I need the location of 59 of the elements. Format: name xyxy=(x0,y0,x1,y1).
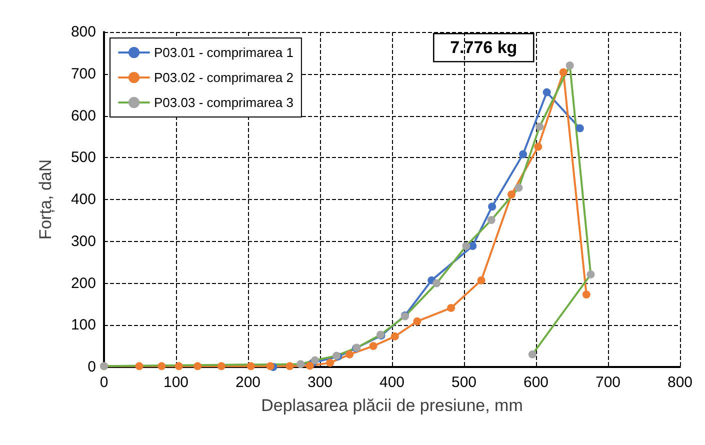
point xyxy=(174,362,183,370)
y-tick-label: 100 xyxy=(70,316,96,334)
y-tick-label: 200 xyxy=(70,274,96,292)
point xyxy=(413,317,422,326)
y-tick-label: 400 xyxy=(70,191,96,208)
y-tick-label: 700 xyxy=(70,65,96,82)
point xyxy=(487,216,496,224)
legend-label: P03.01 - comprimarea 1 xyxy=(154,45,294,60)
point xyxy=(326,358,334,367)
point xyxy=(135,362,144,370)
y-tick-label: 0 xyxy=(88,358,96,376)
x-tick-label: 200 xyxy=(235,374,261,391)
y-tick-label: 300 xyxy=(70,232,96,250)
point xyxy=(534,142,542,151)
point xyxy=(566,62,574,70)
annotation: 7.776 kg xyxy=(450,38,518,58)
point xyxy=(296,360,305,368)
point xyxy=(468,242,477,250)
point xyxy=(306,362,314,370)
point xyxy=(266,362,274,370)
point xyxy=(217,362,226,370)
point xyxy=(576,124,584,132)
point xyxy=(390,332,399,340)
y-tick-label: 800 xyxy=(70,24,96,40)
y-tick-label: 500 xyxy=(70,149,96,166)
x-tick-label: 100 xyxy=(163,374,189,391)
y-axis-title: Forța, daN xyxy=(36,159,55,240)
point xyxy=(369,342,378,350)
point xyxy=(432,279,441,288)
point xyxy=(246,362,255,370)
point xyxy=(286,362,294,370)
legend-label: P03.02 - comprimarea 2 xyxy=(154,70,294,85)
point xyxy=(559,68,568,76)
point xyxy=(447,304,456,312)
x-tick-label: 400 xyxy=(379,374,405,391)
point xyxy=(519,150,528,158)
point xyxy=(542,88,551,96)
point xyxy=(194,362,202,370)
point xyxy=(582,290,590,299)
point xyxy=(477,276,486,284)
point xyxy=(514,184,523,192)
point xyxy=(586,270,595,278)
x-tick-label: 600 xyxy=(523,374,549,391)
y-tick-label: 600 xyxy=(70,107,96,124)
point xyxy=(462,242,470,250)
point xyxy=(488,202,496,211)
point xyxy=(346,350,354,358)
point xyxy=(528,350,536,358)
x-tick-label: 500 xyxy=(451,374,477,391)
point xyxy=(158,362,166,370)
x-tick-label: 700 xyxy=(595,374,621,391)
legend-label: P03.03 - comprimarea 3 xyxy=(154,95,294,110)
x-tick-label: 300 xyxy=(307,374,333,391)
x-tick-label: 0 xyxy=(100,374,108,391)
x-axis-title: Deplasarea plăcii de presiune, mm xyxy=(261,396,523,415)
x-tick-label: 800 xyxy=(667,374,693,391)
point xyxy=(310,356,319,364)
point xyxy=(508,190,516,198)
point xyxy=(536,122,544,131)
